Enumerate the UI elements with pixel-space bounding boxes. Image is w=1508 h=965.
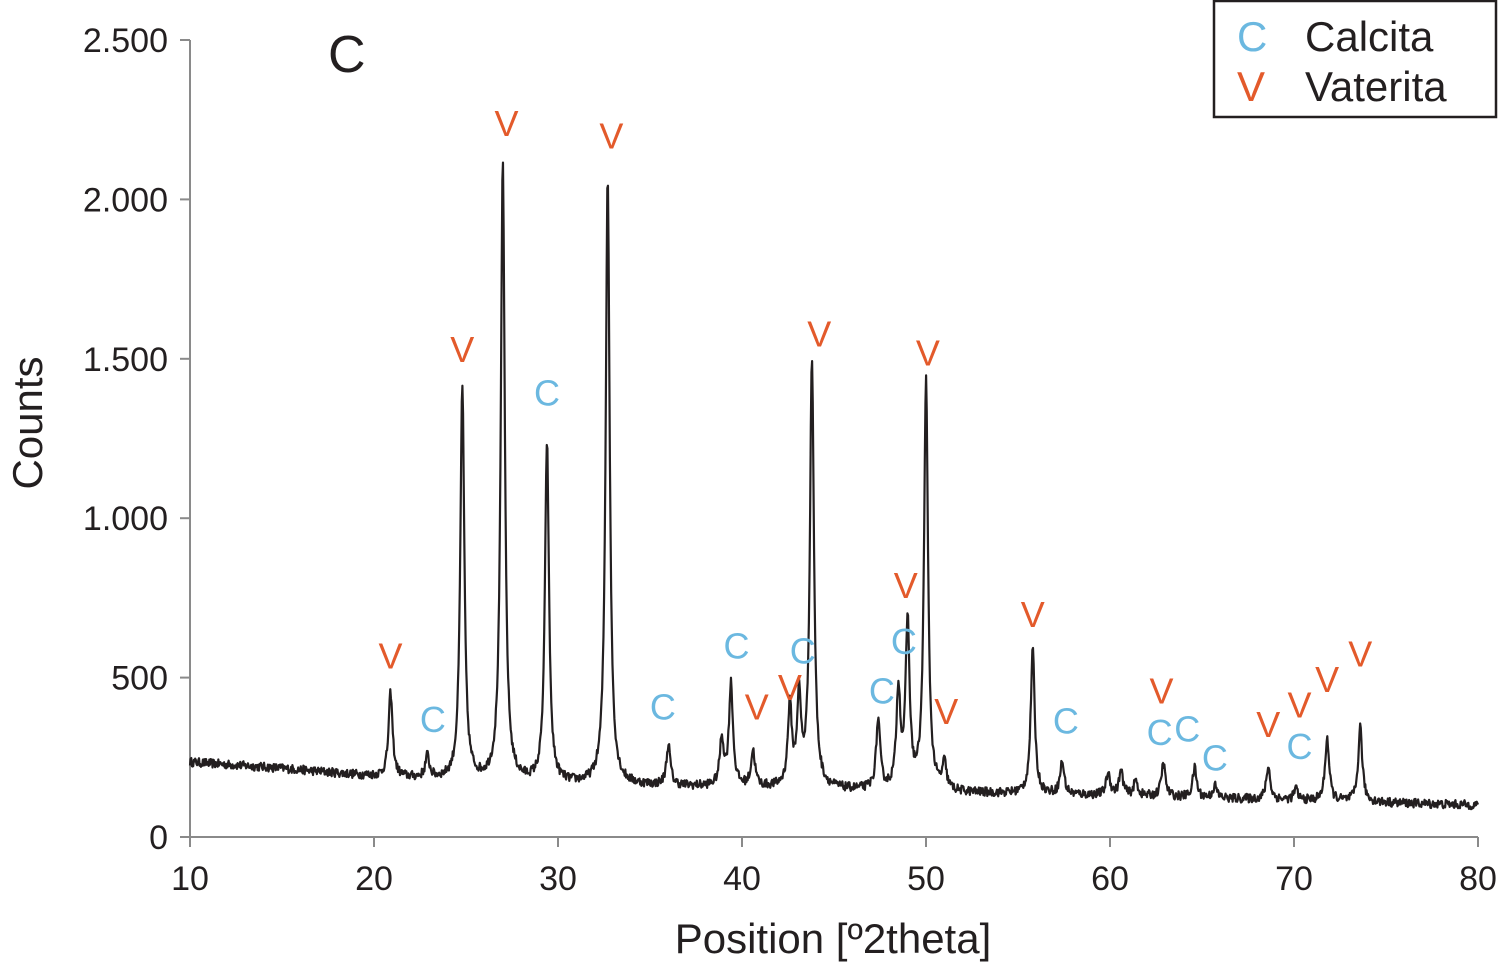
calcita-peak-label: C [891,621,917,662]
x-tick-label: 70 [1275,860,1313,898]
series-layer [188,161,1480,811]
panel-label: C [328,26,366,84]
y-tick-label: 1.000 [83,500,168,538]
y-tick-label: 0 [149,819,168,857]
vaterita-peak-label: V [778,667,802,708]
legend-marker-calcita: C [1237,13,1267,60]
y-tick-label: 2.000 [83,181,168,219]
x-tick-label: 40 [723,860,761,898]
y-axis-title: Counts [4,356,51,489]
vaterita-peak-label: V [1348,634,1372,675]
y-tick-label: 1.500 [83,341,168,379]
vaterita-peak-label: V [1315,659,1339,700]
x-tick-label: 10 [171,860,209,898]
calcita-peak-label: C [650,686,676,727]
calcita-peak-label: C [534,372,560,413]
vaterita-peak-label: V [1150,670,1174,711]
legend-marker-vaterita: V [1237,63,1265,110]
x-tick-label: 60 [1091,860,1129,898]
vaterita-peak-label: V [494,103,518,144]
vaterita-peak-label: V [1256,704,1280,745]
calcita-peak-label: C [1174,709,1200,750]
vaterita-peak-label: V [1021,594,1045,635]
calcita-peak-label: C [723,626,749,667]
vaterita-peak-label: V [894,565,918,606]
vaterita-peak-label: V [934,691,958,732]
legend-label-vaterita: Vaterita [1305,63,1447,110]
vaterita-peak-label: V [745,686,769,727]
vaterita-peak-label: V [916,332,940,373]
vaterita-peak-label: V [807,313,831,354]
ticks: 10 20 30 40 50 60 70 80 0 500 1.000 1.500 2.000 2.500 [83,22,1497,898]
x-tick-label: 20 [355,860,393,898]
calcita-peak-label: C [1202,737,1228,778]
x-axis-title: Position [º2theta] [675,915,992,962]
legend-label-calcita: Calcita [1305,13,1434,60]
calcita-peak-label: C [869,670,895,711]
calcita-peak-label: C [420,699,446,740]
legend-box [1212,0,1498,119]
vaterita-peak-label: V [1288,685,1312,726]
x-tick-label: 50 [907,860,945,898]
vaterita-peak-label: V [599,116,623,157]
calcita-peak-label: C [1287,726,1313,767]
vaterita-peak-label: V [379,635,403,676]
x-tick-label: 80 [1459,860,1497,898]
y-tick-label: 2.500 [83,22,168,60]
y-tick-label: 500 [111,660,168,698]
calcita-peak-label: C [1147,712,1173,753]
calcita-peak-label: C [790,631,816,672]
x-tick-label: 30 [539,860,577,898]
vaterita-peak-label: V [450,329,474,370]
legend: C Calcita V Vaterita [1212,0,1498,119]
axes [189,40,1478,838]
diffraction-pattern-line [188,161,1480,811]
calcita-peak-label: C [1053,701,1079,742]
